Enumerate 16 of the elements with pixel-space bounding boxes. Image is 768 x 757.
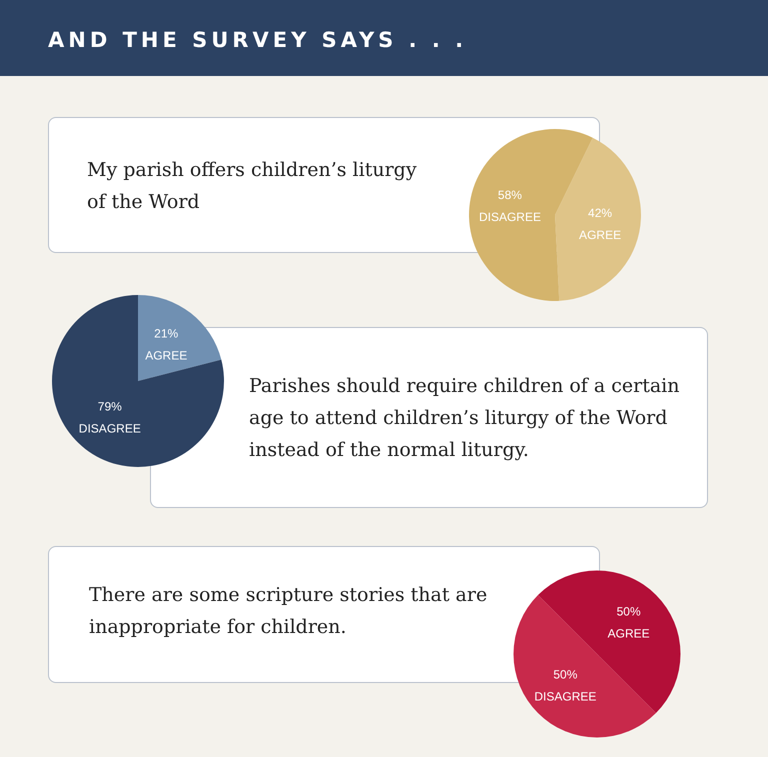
slice-label: AGREE <box>579 228 622 242</box>
data-label: 79% <box>98 399 122 414</box>
data-label: 58% <box>498 188 522 202</box>
text: AND THE SURVEY SAYS . . . <box>48 28 468 52</box>
data-label: 42% <box>588 206 612 220</box>
data-label: 21% <box>154 326 179 341</box>
text: My parish offers children’s liturgy of the Word <box>87 158 417 215</box>
text: Parishes should require children of a certain age to attend children’s liturgy of the Word instead of the normal liturgy. <box>249 374 680 463</box>
text: There are some scripture stories that are inappropriate for children. <box>89 583 488 640</box>
slice-label: AGREE <box>145 348 188 363</box>
data-label: 50% <box>553 668 578 682</box>
slice-label: DISAGREE <box>534 690 596 704</box>
slice-label: DISAGREE <box>78 421 141 436</box>
slice-label: DISAGREE <box>478 210 541 224</box>
slice-label: AGREE <box>608 626 650 640</box>
data-label: 50% <box>616 604 641 618</box>
